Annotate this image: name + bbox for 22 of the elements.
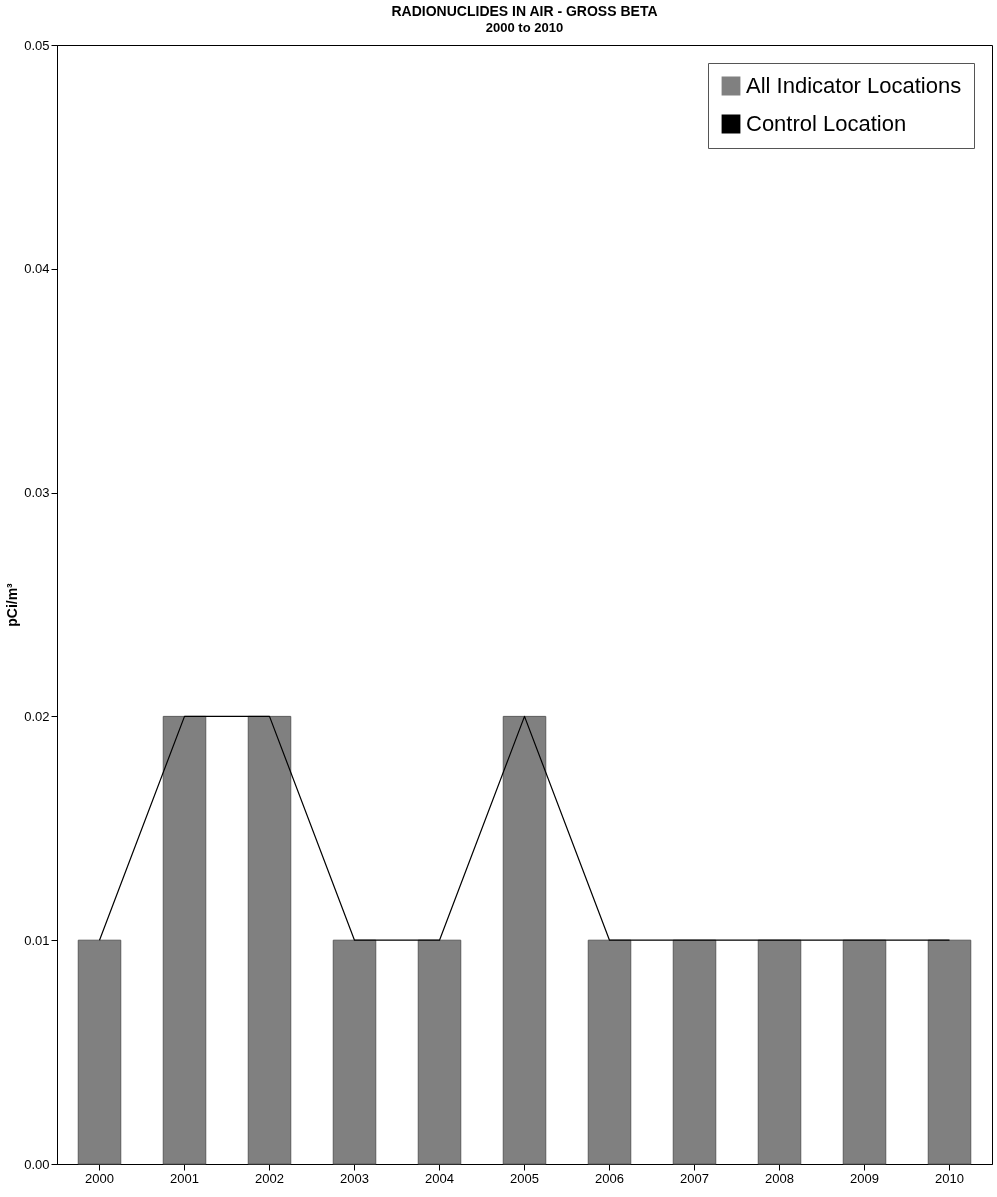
- x-tick-label: 2003: [340, 1170, 369, 1186]
- x-tick-label: 2008: [765, 1170, 794, 1186]
- legend-label: Control Location: [746, 111, 907, 136]
- chart-title: RADIONUCLIDES IN AIR - GROSS BETA: [391, 3, 658, 19]
- x-tick-label: 2007: [680, 1170, 709, 1186]
- y-tick-label: 0.05: [24, 37, 50, 53]
- legend-label: All Indicator Locations: [746, 73, 962, 98]
- x-tick-label: 2005: [510, 1170, 539, 1186]
- y-tick-label: 0.04: [24, 261, 50, 277]
- x-tick-label: 2004: [425, 1170, 454, 1186]
- x-tick-label: 2001: [170, 1170, 199, 1186]
- x-tick-label: 2009: [850, 1170, 879, 1186]
- y-axis-title: pCi/m³: [4, 582, 21, 627]
- y-tick-label: 0.02: [24, 708, 50, 724]
- y-tick-label: 0.03: [24, 485, 50, 501]
- x-tick-label: 2010: [935, 1170, 964, 1186]
- x-tick-label: 2006: [595, 1170, 624, 1186]
- chart-subtitle: 2000 to 2010: [485, 20, 564, 35]
- x-tick-label: 2000: [85, 1170, 114, 1186]
- y-tick-label: 0.01: [24, 932, 50, 948]
- y-tick-label: 0.00: [24, 1156, 50, 1172]
- x-tick-label: 2002: [255, 1170, 284, 1186]
